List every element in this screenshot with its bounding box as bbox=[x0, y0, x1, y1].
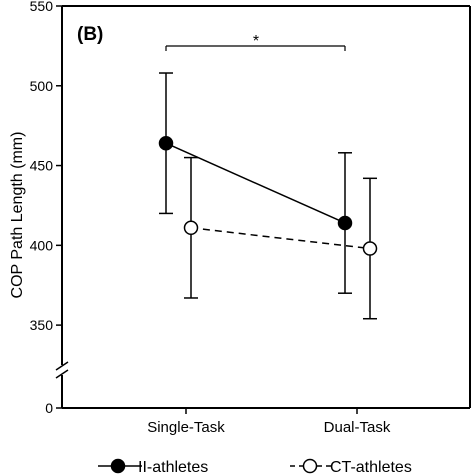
y-axis-label: COP Path Length (mm) bbox=[9, 132, 26, 299]
plot-frame bbox=[55, 5, 471, 409]
series-CT-athletes bbox=[183, 156, 378, 320]
legend-label: II-athletes bbox=[138, 459, 208, 474]
y-tick-label: 400 bbox=[30, 237, 54, 253]
y-tick-label: 0 bbox=[45, 400, 53, 416]
legend: II-athletes CT-athletes bbox=[98, 458, 412, 474]
axis-break-mark bbox=[55, 361, 69, 371]
series-II-athletes bbox=[158, 72, 353, 294]
x-axis: Single-Task Dual-Task bbox=[147, 408, 391, 436]
data-point bbox=[337, 215, 353, 231]
x-tick-label: Single-Task bbox=[147, 419, 225, 436]
legend-item: CT-athletes bbox=[290, 458, 412, 474]
y-axis: 0 350 400 450 500 550 bbox=[30, 0, 62, 416]
y-tick-label: 500 bbox=[30, 78, 54, 94]
series-layer bbox=[158, 72, 378, 320]
data-point bbox=[158, 135, 174, 151]
x-tick-label: Dual-Task bbox=[324, 419, 391, 436]
legend-label: CT-athletes bbox=[330, 459, 412, 474]
data-point bbox=[183, 220, 199, 236]
legend-item: II-athletes bbox=[98, 458, 208, 474]
panel-label: (B) bbox=[77, 24, 103, 45]
legend-marker bbox=[110, 458, 126, 474]
axis-break-mark bbox=[55, 369, 69, 379]
series-line bbox=[190, 227, 371, 250]
series-line bbox=[165, 142, 346, 224]
y-tick-label: 350 bbox=[30, 317, 54, 333]
y-tick-label: 550 bbox=[30, 0, 54, 14]
legend-marker bbox=[302, 458, 318, 474]
y-tick-label: 450 bbox=[30, 158, 54, 174]
significance-marker: * bbox=[253, 33, 259, 50]
data-point bbox=[362, 241, 378, 256]
annotation-layer: * bbox=[165, 33, 346, 51]
